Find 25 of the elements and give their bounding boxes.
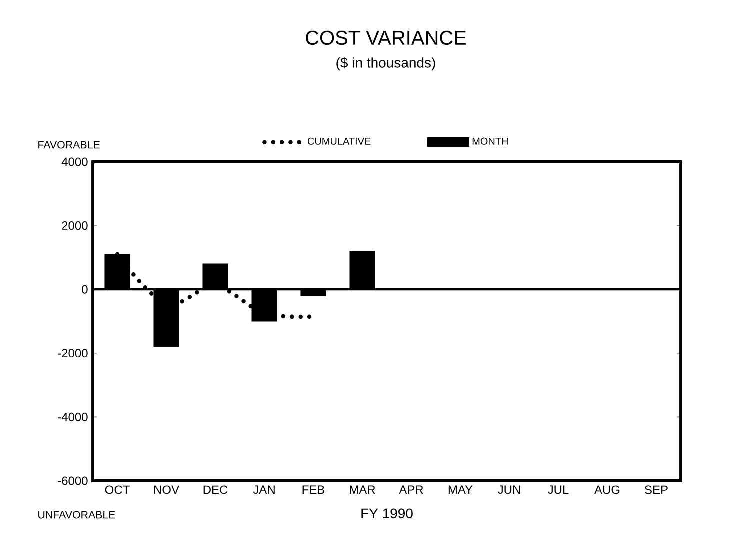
chart-title: COST VARIANCE [306, 30, 466, 46]
text: UNFAVORABLE [38, 511, 116, 519]
chart-subtitle: ($ in thousands) [336, 57, 436, 71]
y-tick-label: -6000 [58, 476, 88, 486]
x-tick-label: MAR [350, 486, 376, 494]
y-tick-label: -4000 [58, 412, 88, 422]
text: FAVORABLE [38, 141, 100, 149]
x-tick-label: NOV [154, 486, 180, 494]
y-tick-label: 4000 [62, 158, 88, 166]
x-tick-label: JUL [548, 486, 569, 494]
y-tick-label: -2000 [58, 349, 88, 358]
x-tick-label: SEP [645, 486, 668, 494]
x-tick-label: DEC [204, 486, 228, 494]
x-tick-label: AUG [594, 486, 620, 494]
x-tick-label: OCT [105, 486, 130, 494]
legend-label: CUMULATIVE [308, 138, 371, 145]
y-tick-label: 0 [82, 285, 88, 294]
x-tick-label: FEB [302, 486, 325, 494]
x-tick-label: JAN [253, 486, 275, 494]
legend-label: MONTH [472, 138, 508, 145]
x-tick-label: MAY [448, 486, 473, 494]
x-tick-label: JUN [498, 486, 520, 494]
y-tick-label: 2000 [62, 222, 88, 230]
x-axis-title: FY 1990 [362, 508, 413, 519]
x-tick-label: APR [399, 486, 424, 494]
